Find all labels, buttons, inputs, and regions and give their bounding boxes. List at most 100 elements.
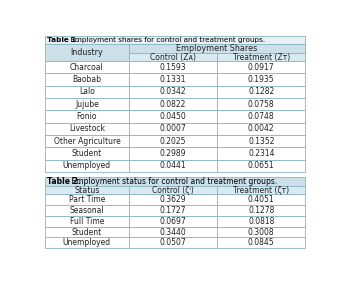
Text: 0.2314: 0.2314	[248, 149, 275, 158]
Text: 0.1331: 0.1331	[160, 75, 186, 84]
Bar	[217, 160, 305, 172]
Text: Control (ζᴵ): Control (ζᴵ)	[152, 186, 194, 195]
Bar	[129, 74, 217, 86]
Bar	[45, 123, 129, 135]
Text: 0.0845: 0.0845	[248, 238, 275, 247]
Text: 0.0822: 0.0822	[160, 100, 186, 109]
Bar	[217, 54, 305, 61]
Bar	[129, 147, 217, 160]
Text: Treatment (Zᴛ): Treatment (Zᴛ)	[233, 53, 290, 62]
Text: Table 1.: Table 1.	[48, 37, 79, 43]
Bar	[45, 110, 129, 123]
Bar	[45, 86, 129, 98]
Bar	[45, 194, 129, 205]
Text: 0.0507: 0.0507	[160, 238, 186, 247]
Text: Unemployed: Unemployed	[63, 238, 111, 247]
Bar	[45, 98, 129, 110]
Text: Student: Student	[72, 149, 102, 158]
Bar	[45, 227, 129, 237]
Text: Employment Shares: Employment Shares	[176, 44, 258, 53]
Text: 0.0818: 0.0818	[248, 217, 275, 226]
Text: Part Time: Part Time	[69, 195, 105, 204]
Bar	[129, 61, 217, 74]
Bar	[45, 135, 129, 147]
Text: Livestock: Livestock	[69, 124, 105, 133]
Text: Lalo: Lalo	[79, 88, 95, 96]
Text: Fonio: Fonio	[77, 112, 97, 121]
Bar	[129, 54, 217, 61]
Bar	[129, 86, 217, 98]
Text: 0.0758: 0.0758	[248, 100, 275, 109]
Text: 0.0748: 0.0748	[248, 112, 275, 121]
Text: 0.1727: 0.1727	[160, 206, 186, 215]
Text: 0.2025: 0.2025	[160, 137, 186, 146]
Bar	[129, 123, 217, 135]
Bar	[45, 147, 129, 160]
Text: 0.0342: 0.0342	[160, 88, 186, 96]
Bar	[129, 160, 217, 172]
Text: Seasonal: Seasonal	[70, 206, 104, 215]
Bar	[217, 237, 305, 248]
Bar	[45, 216, 129, 227]
Text: 0.1282: 0.1282	[248, 88, 274, 96]
Bar	[217, 227, 305, 237]
Bar	[45, 237, 129, 248]
Bar	[129, 135, 217, 147]
Bar	[45, 61, 129, 74]
Text: Control (Zᴀ): Control (Zᴀ)	[150, 53, 196, 62]
Text: Status: Status	[74, 186, 100, 195]
Bar	[129, 98, 217, 110]
Text: 0.0042: 0.0042	[248, 124, 275, 133]
Text: Baobab: Baobab	[73, 75, 102, 84]
Bar	[129, 216, 217, 227]
Bar	[217, 86, 305, 98]
Bar	[129, 110, 217, 123]
Bar	[45, 177, 305, 186]
Text: Unemployed: Unemployed	[63, 161, 111, 170]
Bar	[217, 216, 305, 227]
Bar	[45, 74, 129, 86]
Bar	[45, 36, 305, 44]
Bar	[217, 147, 305, 160]
Bar	[45, 160, 129, 172]
Bar	[217, 123, 305, 135]
Text: 0.2989: 0.2989	[160, 149, 186, 158]
Bar	[217, 135, 305, 147]
Text: Treatment (ζᴛ): Treatment (ζᴛ)	[233, 186, 289, 195]
Text: 0.3440: 0.3440	[160, 228, 186, 237]
Text: 0.1935: 0.1935	[248, 75, 275, 84]
Text: Industry: Industry	[70, 48, 103, 57]
Bar	[129, 205, 217, 216]
Bar	[45, 205, 129, 216]
Bar	[217, 74, 305, 86]
Bar	[129, 237, 217, 248]
Text: Other Agriculture: Other Agriculture	[54, 137, 120, 146]
Bar	[129, 186, 217, 194]
Text: 0.1352: 0.1352	[248, 137, 275, 146]
Text: 0.1278: 0.1278	[248, 206, 275, 215]
Text: 0.0651: 0.0651	[248, 161, 275, 170]
Text: Table 2.: Table 2.	[48, 177, 81, 186]
Bar	[129, 194, 217, 205]
Text: 0.0007: 0.0007	[160, 124, 186, 133]
Text: Full Time: Full Time	[70, 217, 104, 226]
Text: Charcoal: Charcoal	[70, 63, 104, 72]
Text: 0.1593: 0.1593	[160, 63, 186, 72]
Text: Employment status for control and treatment groups.: Employment status for control and treatm…	[69, 177, 277, 186]
Text: 0.0697: 0.0697	[160, 217, 186, 226]
Text: Student: Student	[72, 228, 102, 237]
Bar	[217, 61, 305, 74]
Bar	[217, 194, 305, 205]
Bar	[129, 227, 217, 237]
Text: 0.0917: 0.0917	[248, 63, 275, 72]
Bar	[217, 186, 305, 194]
Bar	[129, 44, 305, 54]
Bar	[45, 44, 129, 61]
Bar	[217, 110, 305, 123]
Text: 0.3008: 0.3008	[248, 228, 275, 237]
Bar	[45, 186, 129, 194]
Bar	[217, 98, 305, 110]
Text: Jujube: Jujube	[75, 100, 99, 109]
Text: 0.0441: 0.0441	[160, 161, 186, 170]
Text: 0.3629: 0.3629	[160, 195, 186, 204]
